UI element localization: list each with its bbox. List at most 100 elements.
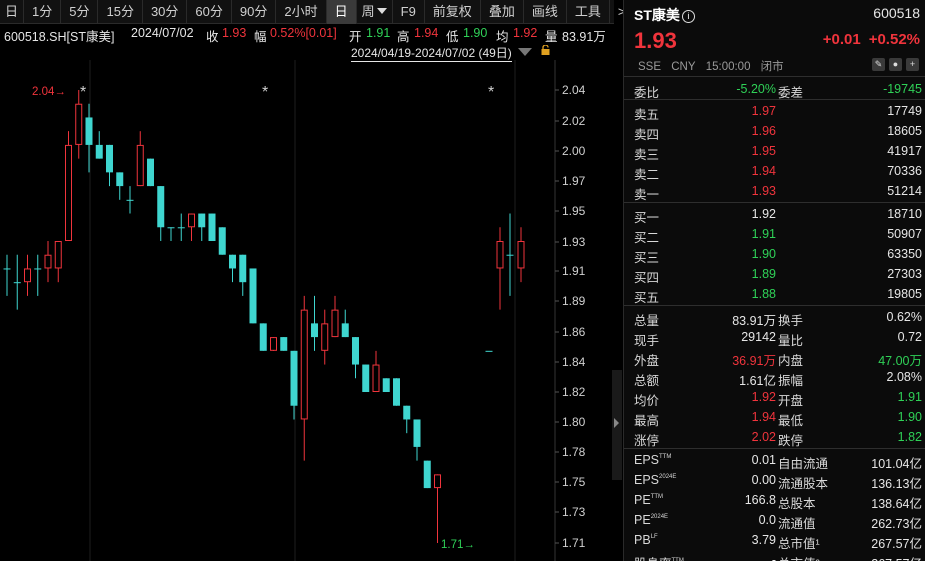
- candle-body: [198, 213, 206, 228]
- stat-label: 均价: [634, 394, 660, 408]
- bid-row[interactable]: 买五 1.88 19805: [624, 284, 925, 305]
- candle-body: [75, 103, 83, 145]
- stat-label-2: 开盘: [778, 394, 804, 408]
- divider: [624, 202, 925, 203]
- candle-body: [280, 337, 288, 351]
- fundamental-label: EPSTTM: [634, 453, 671, 467]
- bid-price: 1.91: [751, 227, 776, 241]
- candle-body: [300, 309, 308, 420]
- y-tick-label: 1.91: [562, 264, 586, 278]
- candle-body: [13, 282, 21, 284]
- close-label: 收: [206, 30, 219, 44]
- period-dropdown[interactable]: 周: [357, 0, 393, 24]
- time-label: 15:00:00: [705, 61, 751, 73]
- ask-row[interactable]: 卖四 1.96 18605: [624, 121, 925, 142]
- bid-row[interactable]: 买二 1.91 50907: [624, 224, 925, 245]
- panel-collapse-handle[interactable]: [612, 370, 622, 480]
- vol-label: 量: [545, 30, 558, 44]
- tools-button[interactable]: 工具: [567, 0, 610, 24]
- date-range-label[interactable]: 2024/04/19-2024/07/02 (49日): [351, 46, 512, 62]
- stock-code: 600518: [873, 5, 920, 21]
- y-tick-label: 1.97: [562, 174, 586, 188]
- bid-label: 买四: [634, 271, 660, 285]
- tab-30min[interactable]: 30分: [143, 0, 188, 24]
- tab-15min[interactable]: 15分: [98, 0, 143, 24]
- panel-actions: ✎ ● +: [872, 58, 919, 71]
- ask-row[interactable]: 卖二 1.94 70336: [624, 161, 925, 182]
- bid-price: 1.88: [751, 287, 776, 301]
- tab-90min[interactable]: 90分: [232, 0, 277, 24]
- fundamental-value-2: 101.04亿: [871, 457, 922, 471]
- candle-body: [147, 158, 154, 187]
- fundamental-label-2: 流通股本: [778, 477, 829, 491]
- high-label: 高: [397, 30, 410, 44]
- fundamental-row: EPSTTM 0.01 自由流通 101.04亿: [624, 450, 925, 471]
- amp-value: 0.52%[0.01]: [270, 26, 337, 40]
- range-dropdown-icon[interactable]: [518, 48, 532, 56]
- market-meta: SSE CNY 15:00:00 闭市: [638, 58, 791, 74]
- f9-button[interactable]: F9: [393, 0, 425, 24]
- candle-body: [167, 227, 175, 229]
- bid-label: 买五: [634, 291, 660, 305]
- candle-body: [177, 227, 185, 229]
- ratio-label: 委比: [634, 86, 660, 100]
- more-button[interactable]: >: [617, 4, 626, 19]
- y-tick-label: 1.75: [562, 475, 586, 489]
- stat-value-2: 1.91: [897, 390, 922, 404]
- tab-day-short[interactable]: 日: [0, 0, 25, 24]
- ask-label: 卖五: [634, 108, 660, 122]
- candle-body: [413, 419, 421, 447]
- y-tick-label: 1.84: [562, 355, 586, 369]
- fundamental-row: 股息率TTM -总市值² 267.57亿: [624, 550, 925, 561]
- tab-5min[interactable]: 5分: [61, 0, 99, 24]
- candlestick-chart[interactable]: 2.04 2.02 2.00 1.97 1.95 1.93 1.91 1.89 1.86 1.84…: [0, 60, 614, 561]
- adjust-button[interactable]: 前复权: [425, 0, 481, 24]
- last-price: 1.93: [634, 28, 677, 53]
- bid-row[interactable]: 买一 1.92 18710: [624, 204, 925, 225]
- candle-body: [270, 337, 277, 351]
- candle-body: [34, 268, 42, 270]
- date-label: 2024/07/02: [131, 26, 194, 40]
- candle-body: [44, 254, 52, 269]
- bid-row[interactable]: 买三 1.90 63350: [624, 244, 925, 265]
- ask-row[interactable]: 卖五 1.97 17749: [624, 101, 925, 122]
- add-icon[interactable]: +: [906, 58, 919, 71]
- fundamental-label-text: EPS: [634, 453, 660, 467]
- bid-qty: 50907: [887, 227, 922, 241]
- info-icon[interactable]: i: [681, 10, 695, 23]
- draw-button[interactable]: 画线: [524, 0, 567, 24]
- candle-body: [372, 364, 380, 392]
- lock-icon[interactable]: [541, 45, 550, 55]
- fundamental-label-sup: TTM: [650, 494, 664, 500]
- tab-60min[interactable]: 60分: [187, 0, 232, 24]
- avg-label: 均: [496, 30, 509, 44]
- amp-label: 幅: [254, 30, 267, 44]
- candle-body: [136, 144, 144, 187]
- fundamental-value: 0.01: [751, 453, 776, 467]
- fundamental-value-2: 267.57亿: [871, 553, 922, 561]
- ask-row[interactable]: 卖一 1.93 51214: [624, 181, 925, 202]
- stat-row: 外盘 36.91万 内盘 47.00万: [624, 347, 925, 368]
- ask-row[interactable]: 卖三 1.95 41917: [624, 141, 925, 162]
- fundamental-label-text: PE: [634, 493, 651, 507]
- ask-label: 卖三: [634, 148, 660, 162]
- ratio-value: -5.20%: [736, 82, 776, 96]
- edit-icon[interactable]: ✎: [872, 58, 885, 71]
- alert-bell-icon[interactable]: ●: [889, 58, 902, 71]
- market-status: 闭市: [760, 61, 784, 73]
- tab-2hour[interactable]: 2小时: [276, 0, 327, 24]
- stat-label-2: 量比: [778, 334, 804, 348]
- candle-body: [85, 117, 93, 145]
- fundamental-label-sup: TTM: [659, 454, 672, 460]
- tab-day[interactable]: 日: [326, 0, 357, 24]
- ask-qty: 51214: [887, 184, 922, 198]
- ask-price: 1.94: [751, 164, 776, 178]
- period-dropdown-label: 周: [361, 4, 375, 19]
- divider: [624, 305, 925, 306]
- quote-info-bar: 600518.SH[ST康美] 2024/07/02 收 1.93 幅 0.52…: [0, 24, 614, 44]
- overlay-button[interactable]: 叠加: [481, 0, 524, 24]
- tab-1min[interactable]: 1分: [24, 0, 62, 24]
- bid-row[interactable]: 买四 1.89 27303: [624, 264, 925, 285]
- candle-body: [331, 309, 339, 338]
- fundamental-value-2: 262.73亿: [871, 517, 922, 531]
